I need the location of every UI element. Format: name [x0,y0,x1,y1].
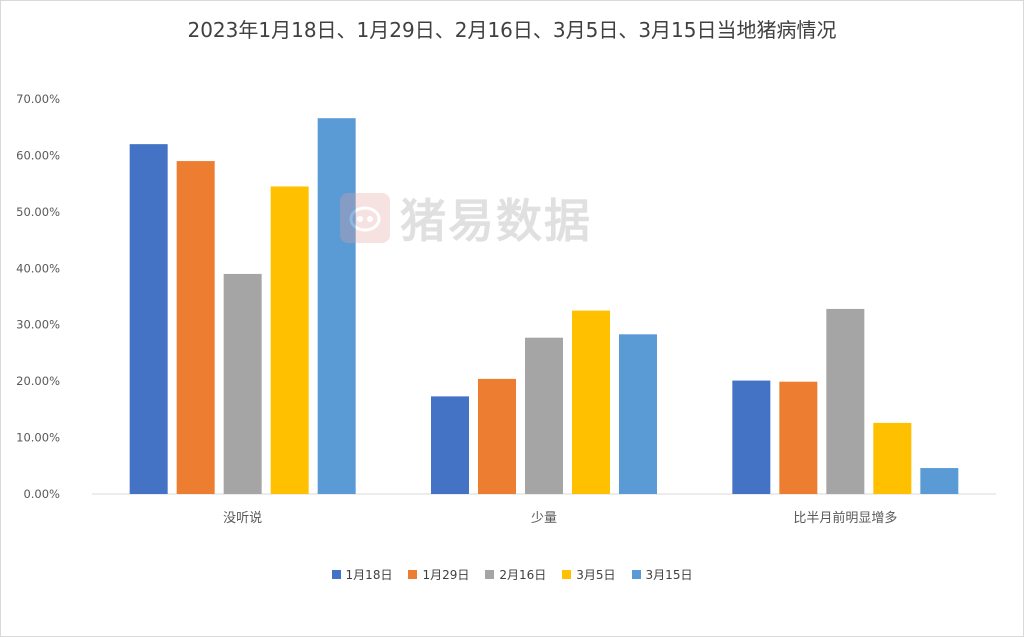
legend-label: 3月5日 [576,568,616,582]
y-tick-label: 20.00% [16,374,60,388]
bar [176,161,215,495]
legend-item: 2月16日 [485,566,546,583]
bar [129,144,168,494]
legend-label: 1月18日 [345,568,393,582]
legend-swatch [408,570,418,579]
y-tick-label: 30.00% [16,318,60,332]
y-tick-label: 70.00% [16,92,60,106]
bar [223,273,262,494]
bar [619,334,657,494]
bar [317,118,356,494]
legend: 1月18日 1月29日 2月16日 3月5日 3月15日 [0,566,1024,583]
y-tick-label: 50.00% [16,205,60,219]
watermark-text: 猪易数据 [400,194,592,248]
legend-item: 3月5日 [562,566,616,583]
legend-swatch [562,570,572,579]
chart-title: 2023年1月18日、1月29日、2月16日、3月5日、3月15日当地猪病情况 [187,18,837,42]
x-tick-label: 比半月前明显增多 [793,510,897,526]
bar [270,186,309,494]
x-tick-label: 没听说 [223,511,262,526]
bar [920,468,959,494]
y-tick-label: 10.00% [16,431,60,445]
legend-label: 1月29日 [422,568,470,582]
legend-swatch [485,570,495,579]
bar [779,381,818,494]
bar [873,422,912,494]
bar [572,310,610,494]
y-tick-label: 0.00% [23,487,60,501]
bar [732,380,771,494]
legend-label: 3月15日 [645,568,693,582]
bar [431,396,469,494]
bar [478,378,516,494]
legend-item: 1月29日 [408,566,469,583]
watermark: 猪易数据 [340,185,592,251]
y-tick-label: 40.00% [16,261,60,275]
pig-logo-icon [340,193,390,243]
legend-item: 3月15日 [631,566,693,583]
legend-swatch [631,570,641,579]
legend-label: 2月16日 [499,568,547,582]
legend-swatch [331,570,341,579]
bar [826,308,865,494]
x-tick-label: 少量 [531,511,557,526]
y-tick-label: 60.00% [16,148,60,162]
legend-item: 1月18日 [331,566,393,583]
bar [525,337,563,494]
